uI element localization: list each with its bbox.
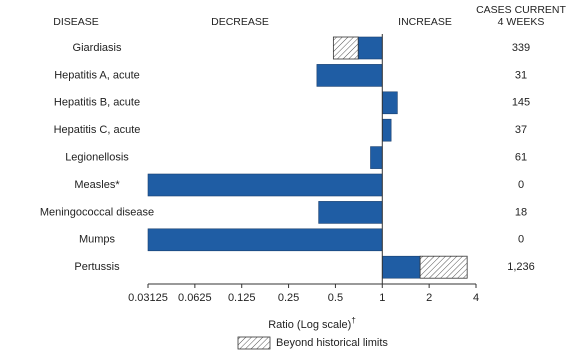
category-label: Hepatitis C, acute — [54, 124, 141, 136]
cases-value: 0 — [518, 234, 524, 246]
bar — [147, 173, 383, 197]
cases-value: 0 — [518, 179, 524, 191]
x-tick-label: 4 — [473, 292, 479, 304]
x-axis-label: Ratio (Log scale)† — [268, 316, 356, 331]
bar — [381, 118, 392, 142]
x-tick-label: 0.0625 — [178, 292, 212, 304]
header: CASES CURRENT — [476, 4, 566, 16]
cases-value: 339 — [512, 42, 530, 54]
cases-value: 37 — [515, 124, 527, 136]
bar-beyond-limits — [332, 36, 359, 60]
x-tick-label: 0.25 — [278, 292, 299, 304]
header: 4 WEEKS — [498, 16, 545, 28]
x-tick-label: 0.125 — [228, 292, 256, 304]
cases-value: 61 — [515, 152, 527, 164]
cases-value: 145 — [512, 97, 530, 109]
bar-beyond-limits — [419, 255, 468, 279]
category-label: Measles* — [74, 179, 120, 191]
cases-value: 31 — [515, 69, 527, 81]
header: DISEASE — [53, 16, 99, 28]
x-tick-label: 0.03125 — [128, 292, 168, 304]
bar — [357, 36, 383, 60]
category-label: Hepatitis A, acute — [54, 69, 140, 81]
bar — [318, 201, 383, 224]
legend-label: Beyond historical limits — [276, 337, 388, 349]
bar — [381, 91, 398, 115]
bar — [316, 64, 383, 87]
footnote-mark: † — [351, 316, 355, 325]
category-label: Hepatitis B, acute — [54, 97, 140, 109]
category-label: Legionellosis — [65, 152, 129, 164]
x-tick-label: 1 — [379, 292, 385, 304]
legend-swatch — [237, 336, 271, 350]
category-label: Mumps — [79, 234, 116, 246]
x-axis-label-text: Ratio (Log scale) — [268, 319, 351, 331]
cases-value: 18 — [515, 206, 527, 218]
x-tick-label: 0.5 — [328, 292, 343, 304]
header: DECREASE — [211, 16, 269, 28]
bar — [147, 228, 383, 252]
category-label: Meningococcal disease — [40, 206, 154, 218]
category-label: Pertussis — [74, 261, 120, 273]
header: INCREASE — [398, 16, 452, 28]
bar — [381, 255, 421, 279]
cases-value: 1,236 — [507, 261, 535, 273]
category-label: Giardiasis — [73, 42, 122, 54]
bar — [370, 146, 383, 169]
x-tick-label: 2 — [426, 292, 432, 304]
